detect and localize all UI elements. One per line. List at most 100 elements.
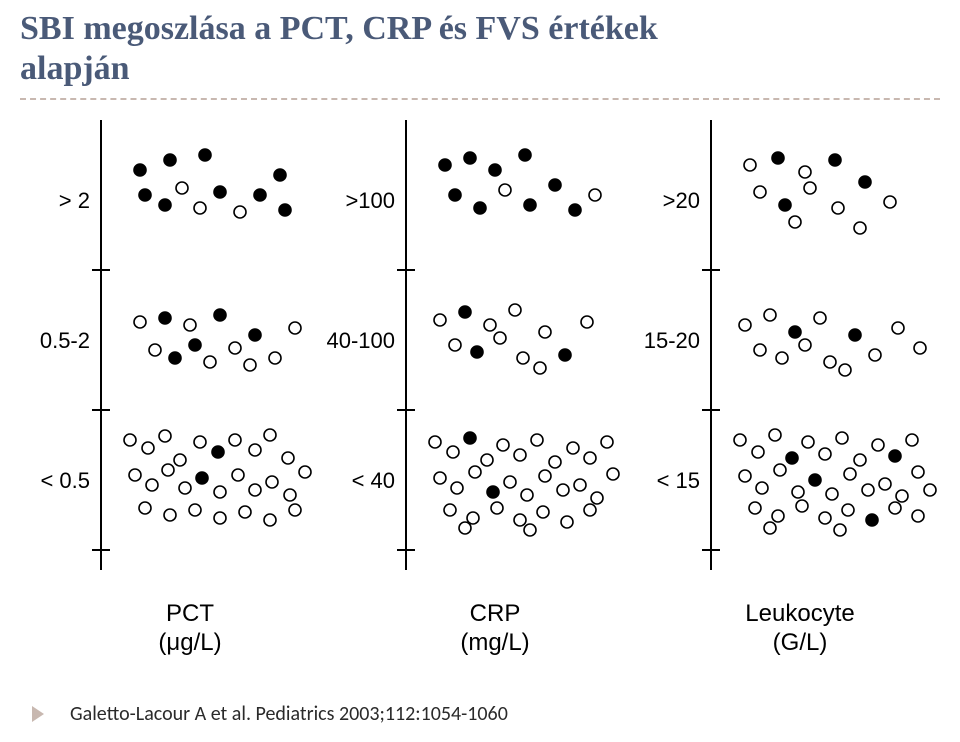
data-point bbox=[514, 514, 526, 526]
page-title: SBI megoszlása a PCT, CRP és FVS értékek bbox=[20, 8, 658, 51]
data-point bbox=[434, 472, 446, 484]
data-point bbox=[444, 504, 456, 516]
data-point bbox=[194, 202, 206, 214]
data-point bbox=[214, 309, 226, 321]
data-point bbox=[159, 430, 171, 442]
data-point bbox=[892, 322, 904, 334]
data-point bbox=[214, 486, 226, 498]
data-point bbox=[764, 522, 776, 534]
data-point bbox=[774, 464, 786, 476]
data-point bbox=[451, 482, 463, 494]
data-point bbox=[539, 326, 551, 338]
data-point bbox=[752, 446, 764, 458]
data-point bbox=[826, 488, 838, 500]
data-point bbox=[159, 199, 171, 211]
data-point bbox=[734, 434, 746, 446]
data-point bbox=[509, 304, 521, 316]
data-point bbox=[809, 474, 821, 486]
data-point bbox=[274, 169, 286, 181]
data-point bbox=[194, 436, 206, 448]
data-point bbox=[232, 469, 244, 481]
data-point bbox=[792, 486, 804, 498]
data-point bbox=[574, 479, 586, 491]
data-point bbox=[832, 202, 844, 214]
data-point bbox=[756, 482, 768, 494]
data-point bbox=[859, 176, 871, 188]
data-point bbox=[467, 512, 479, 524]
data-point bbox=[842, 504, 854, 516]
data-point bbox=[514, 449, 526, 461]
data-point bbox=[521, 489, 533, 501]
data-point bbox=[537, 506, 549, 518]
data-point bbox=[464, 432, 476, 444]
data-point bbox=[282, 452, 294, 464]
data-point bbox=[844, 468, 856, 480]
data-point bbox=[924, 484, 936, 496]
data-point bbox=[524, 199, 536, 211]
data-point bbox=[484, 319, 496, 331]
data-point bbox=[772, 510, 784, 522]
data-point bbox=[906, 434, 918, 446]
scatter-layer bbox=[30, 110, 330, 590]
data-point bbox=[489, 164, 501, 176]
data-point bbox=[524, 524, 536, 536]
data-point bbox=[494, 332, 506, 344]
data-point bbox=[129, 469, 141, 481]
data-point bbox=[769, 429, 781, 441]
data-point bbox=[849, 329, 861, 341]
data-point bbox=[497, 439, 509, 451]
data-point bbox=[854, 454, 866, 466]
bullet-icon bbox=[32, 706, 44, 722]
data-point bbox=[169, 352, 181, 364]
citation-text: Galetto-Lacour A et al. Pediatrics 2003;… bbox=[70, 702, 508, 726]
data-point bbox=[134, 164, 146, 176]
data-point bbox=[244, 359, 256, 371]
data-point bbox=[269, 352, 281, 364]
data-point bbox=[601, 436, 613, 448]
x-axis-label-unit: (G/L) bbox=[700, 629, 900, 658]
data-point bbox=[567, 442, 579, 454]
data-point bbox=[776, 352, 788, 364]
data-point bbox=[862, 484, 874, 496]
data-point bbox=[739, 319, 751, 331]
data-point bbox=[549, 456, 561, 468]
page-title-line2: alapján bbox=[20, 50, 130, 88]
data-point bbox=[799, 166, 811, 178]
data-point bbox=[491, 502, 503, 514]
data-point bbox=[189, 339, 201, 351]
data-point bbox=[439, 159, 451, 171]
x-axis-label-unit: (mg/L) bbox=[395, 629, 595, 658]
data-point bbox=[471, 346, 483, 358]
data-point bbox=[139, 502, 151, 514]
data-point bbox=[179, 482, 191, 494]
data-point bbox=[531, 434, 543, 446]
data-point bbox=[744, 159, 756, 171]
data-point bbox=[149, 344, 161, 356]
data-point bbox=[559, 349, 571, 361]
data-point bbox=[896, 490, 908, 502]
data-point bbox=[229, 342, 241, 354]
data-point bbox=[584, 504, 596, 516]
data-point bbox=[284, 489, 296, 501]
data-point bbox=[142, 442, 154, 454]
data-point bbox=[159, 312, 171, 324]
data-point bbox=[739, 470, 751, 482]
data-point bbox=[146, 479, 158, 491]
data-point bbox=[534, 362, 546, 374]
data-point bbox=[189, 504, 201, 516]
data-point bbox=[796, 500, 808, 512]
x-axis-label: PCT(μg/L) bbox=[90, 600, 290, 658]
data-point bbox=[279, 204, 291, 216]
data-point bbox=[204, 356, 216, 368]
data-point bbox=[212, 446, 224, 458]
data-point bbox=[196, 472, 208, 484]
data-point bbox=[249, 484, 261, 496]
panel-crp: >10040-100< 40CRP(mg/L) bbox=[335, 110, 635, 680]
data-point bbox=[912, 510, 924, 522]
data-point bbox=[214, 512, 226, 524]
panel-leukocyte: >2015-20< 15Leukocyte(G/L) bbox=[640, 110, 940, 680]
data-point bbox=[487, 486, 499, 498]
data-point bbox=[802, 436, 814, 448]
data-point bbox=[866, 514, 878, 526]
data-point bbox=[459, 522, 471, 534]
